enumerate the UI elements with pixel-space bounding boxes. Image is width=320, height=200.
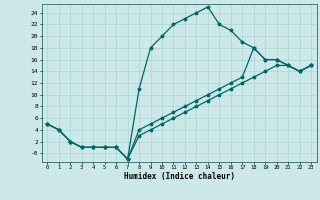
X-axis label: Humidex (Indice chaleur): Humidex (Indice chaleur) bbox=[124, 172, 235, 181]
